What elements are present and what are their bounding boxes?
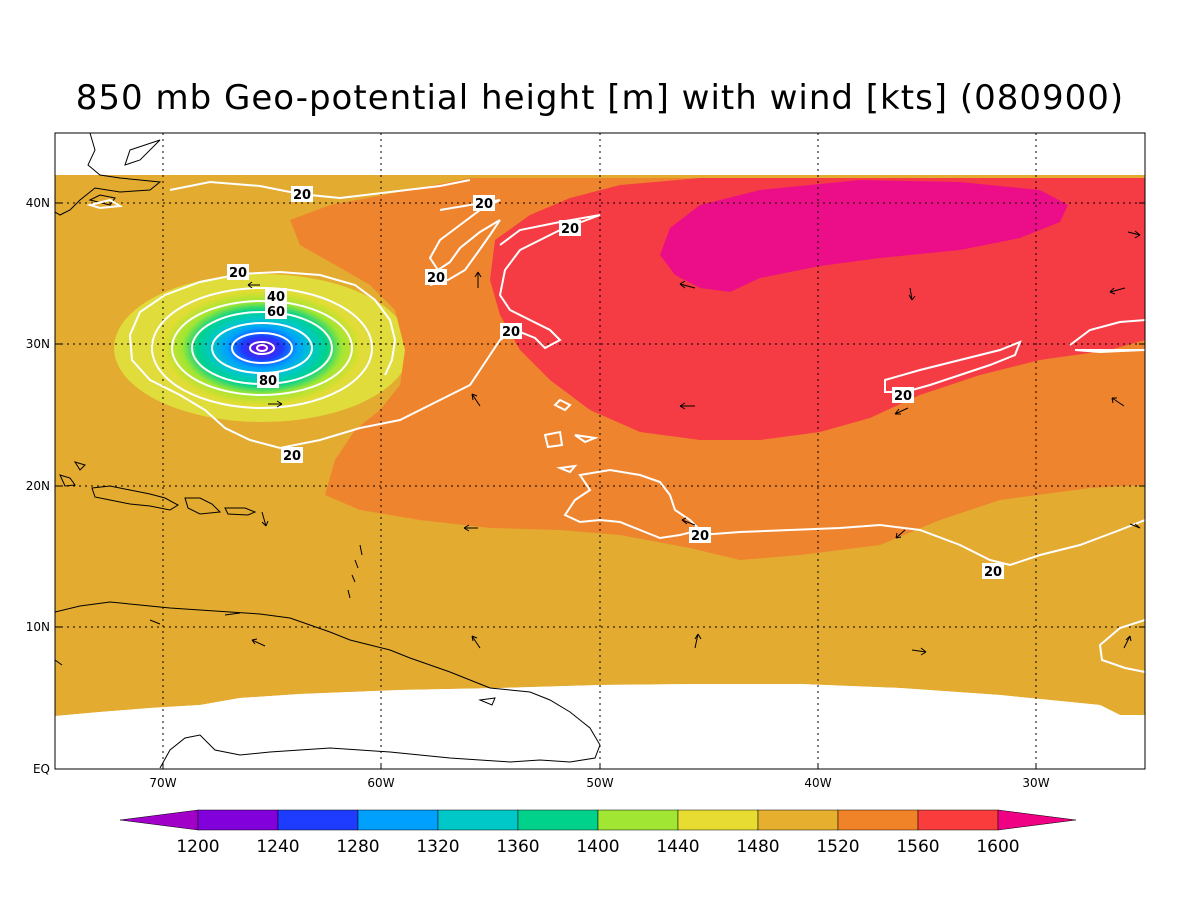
contour-label-bg: [425, 269, 447, 285]
contour-label: 40: [267, 290, 285, 305]
lat-label: 40N: [26, 196, 50, 210]
longitude-labels: 70W 60W 50W 40W 30W: [149, 776, 1049, 790]
coastlines: [55, 133, 601, 769]
lon-label: 30W: [1022, 776, 1049, 790]
colorbar-swatch: [917, 809, 999, 831]
contour-label-bg: [473, 195, 495, 211]
lat-label: 30N: [26, 337, 50, 351]
colorbar-label: 1440: [656, 837, 699, 857]
lon-label: 70W: [149, 776, 176, 790]
contour-label-bg: [559, 220, 581, 236]
colorbar-swatch: [197, 809, 279, 831]
colorbar-swatch: [757, 809, 839, 831]
tick-marks: [55, 202, 1145, 769]
colorbar-lower-arrow: [119, 809, 199, 831]
contour-label-bg: [892, 387, 914, 403]
contour-label-bg: [257, 372, 279, 388]
contour-label: 20: [475, 197, 493, 212]
colorbar-label: 1600: [976, 837, 1019, 857]
contour-label: 20: [984, 565, 1002, 580]
colorbar-swatch: [597, 809, 679, 831]
contour-label: 20: [293, 188, 311, 203]
contour-label: 20: [894, 389, 912, 404]
hurricane-low: [162, 290, 362, 406]
colorbar-label: 1480: [736, 837, 779, 857]
colorbar-label: 1320: [416, 837, 459, 857]
contour-label-bg: [291, 186, 313, 202]
colorbar-swatch: [357, 809, 439, 831]
contour-label-bg: [281, 447, 303, 463]
contour-label: 20: [691, 529, 709, 544]
wind-vectors: [247, 230, 1141, 656]
wind-contours: [86, 179, 1145, 673]
colorbar-swatch: [677, 809, 759, 831]
colorbar-label: 1360: [496, 837, 539, 857]
colorbar-label: 1520: [816, 837, 859, 857]
contour-label: 20: [502, 325, 520, 340]
chart-title: 850 mb Geo-potential height [m] with win…: [75, 78, 1125, 118]
contour-label: 20: [427, 271, 445, 286]
colorbar-swatch: [277, 809, 359, 831]
lon-label: 50W: [586, 776, 613, 790]
contour-label: 60: [267, 305, 285, 320]
contour-label-bg: [227, 264, 249, 280]
colorbar-swatch: [437, 809, 519, 831]
band-over-1600: [660, 180, 1068, 292]
contour-label-bg: [689, 527, 711, 543]
latitude-labels: 40N 30N 20N 10N EQ: [26, 196, 50, 776]
colorbar-label: 1240: [256, 837, 299, 857]
colorbar-label: 1560: [896, 837, 939, 857]
colorbar-label: 1200: [176, 837, 219, 857]
lat-label: 20N: [26, 479, 50, 493]
colorbar-label: 1280: [336, 837, 379, 857]
contour-label-bg: [500, 323, 522, 339]
colorbar: 1200 1240 1280 1320 1360 1400 1440 1480 1520 1560…: [119, 809, 1077, 857]
contour-label: 20: [283, 449, 301, 464]
colorbar-swatch: [517, 809, 599, 831]
lon-label: 40W: [804, 776, 831, 790]
colorbar-swatch: [837, 809, 919, 831]
colorbar-upper-arrow: [997, 809, 1077, 831]
contour-label-bg: [265, 288, 287, 304]
contour-label: 20: [229, 266, 247, 281]
contour-label: 80: [259, 374, 277, 389]
colorbar-label: 1400: [576, 837, 619, 857]
lat-label: EQ: [33, 762, 50, 776]
contour-label-bg: [265, 303, 287, 319]
lon-label: 60W: [367, 776, 394, 790]
gridlines: [55, 133, 1145, 769]
contour-label: 20: [561, 222, 579, 237]
contour-label-bg: [982, 563, 1004, 579]
lat-label: 10N: [26, 620, 50, 634]
